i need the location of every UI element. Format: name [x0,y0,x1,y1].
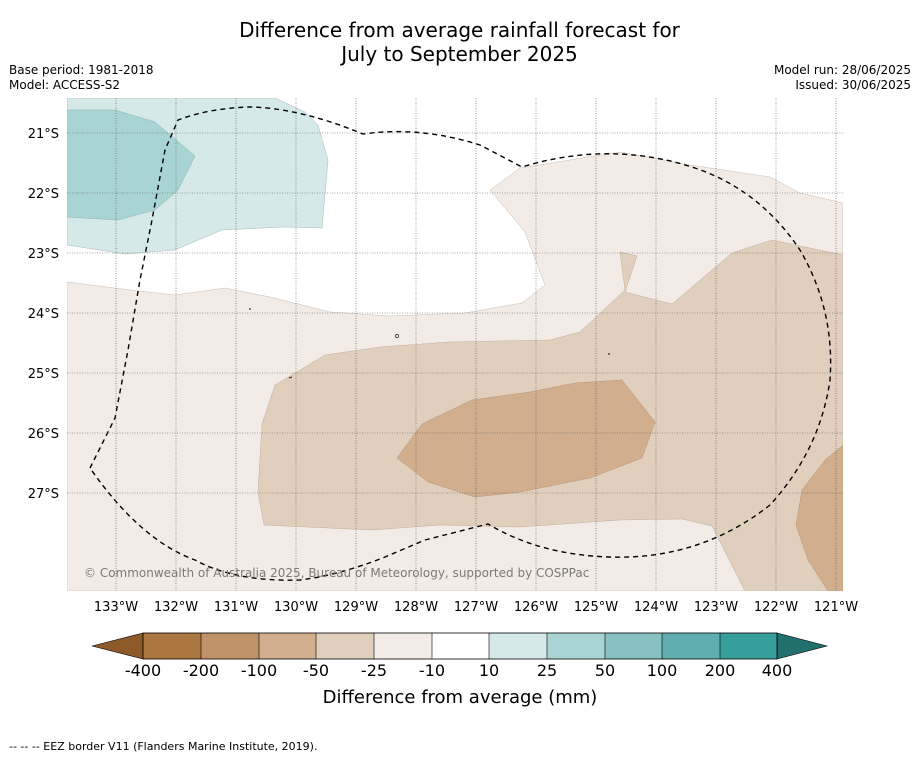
lon-label: 126°W [514,600,558,615]
map-title: Difference from average rainfall forecas… [0,18,919,66]
lon-label: 124°W [634,600,678,615]
colorbar-under-arrow [91,632,144,660]
colorbar-swatch [374,633,432,659]
island-marker [608,353,610,355]
colorbar-label: 10 [479,661,499,680]
lat-label: 22°S [28,187,59,202]
lat-label: 27°S [28,487,59,502]
colorbar-frame [142,632,778,660]
colorbar-label: 100 [647,661,678,680]
colorbar-swatch [662,633,720,659]
colorbar-swatch [720,633,777,659]
lon-label: 125°W [574,600,618,615]
lon-label: 130°W [274,600,318,615]
colorbar-swatch [605,633,662,659]
eez-border [89,106,832,581]
colorbar-over-arrow [776,632,829,660]
latitude-labels: 21°S 22°S 23°S 24°S 25°S 26°S 27°S [28,127,59,502]
lon-label: 133°W [94,600,138,615]
colorbar-swatch [259,633,316,659]
lat-label: 21°S [28,127,59,142]
colorbar-label: 200 [705,661,736,680]
colorbar-label: -100 [241,661,277,680]
colorbar-swatch [489,633,547,659]
colorbar-label: 50 [595,661,615,680]
colorbar-swatch [316,633,374,659]
lon-label: 121°W [814,600,858,615]
run-info: Model run: 28/06/2025 Issued: 30/06/2025 [774,63,911,93]
colorbar-title: Difference from average (mm) [323,687,598,708]
lat-label: 24°S [28,307,59,322]
colorbar-label: 400 [762,661,793,680]
lon-label: 123°W [694,600,738,615]
model-label: Model: ACCESS-S2 [9,78,121,92]
colorbar-swatch [143,633,201,659]
island-marker [249,308,251,310]
colorbar-label: -10 [419,661,445,680]
longitude-labels: 133°W 132°W 131°W 130°W 129°W 128°W 127°… [94,600,858,615]
colorbar-swatch [201,633,259,659]
copyright-notice: © Commonwealth of Australia 2025, Bureau… [84,566,589,580]
contour-dry-50-100-east [795,444,843,591]
model-run-label: Model run: 28/06/2025 [773,63,911,77]
island-marker [288,376,293,379]
lon-label: 132°W [154,600,198,615]
contour-dry-50-100 [396,379,656,498]
colorbar-swatch [432,633,489,659]
lon-label: 129°W [334,600,378,615]
colorbar-label: 25 [537,661,557,680]
title-line-1: Difference from average rainfall forecas… [239,18,680,42]
colorbar-labels: -400 -200 -100 -50 -25 -10 10 25 50 100 … [125,661,792,680]
lon-label: 122°W [754,600,798,615]
eez-footnote: -- -- -- EEZ border V11 (Flanders Marine… [9,740,318,753]
lat-label: 26°S [28,427,59,442]
colorbar-label: -50 [303,661,329,680]
map-plot-area: © Commonwealth of Australia 2025, Bureau… [67,98,843,591]
issued-label: Issued: 30/06/2025 [795,78,911,92]
island-marker [395,334,399,338]
graticule [67,98,843,591]
base-period-label: Base period: 1981-2018 [9,63,154,77]
colorbar-swatch [547,633,605,659]
colorbar-dividers [200,633,721,659]
title-line-2: July to September 2025 [341,42,578,66]
lat-label: 23°S [28,247,59,262]
contour-wet-25-50 [67,109,196,221]
model-info: Base period: 1981-2018 Model: ACCESS-S2 [9,63,154,93]
lat-label: 25°S [28,367,59,382]
lon-label: 131°W [214,600,258,615]
colorbar: -400 -200 -100 -50 -25 -10 10 25 50 100 … [91,632,829,708]
colorbar-label: -400 [125,661,161,680]
lon-label: 128°W [394,600,438,615]
lon-label: 127°W [454,600,498,615]
colorbar-label: -25 [361,661,387,680]
colorbar-label: -200 [183,661,219,680]
